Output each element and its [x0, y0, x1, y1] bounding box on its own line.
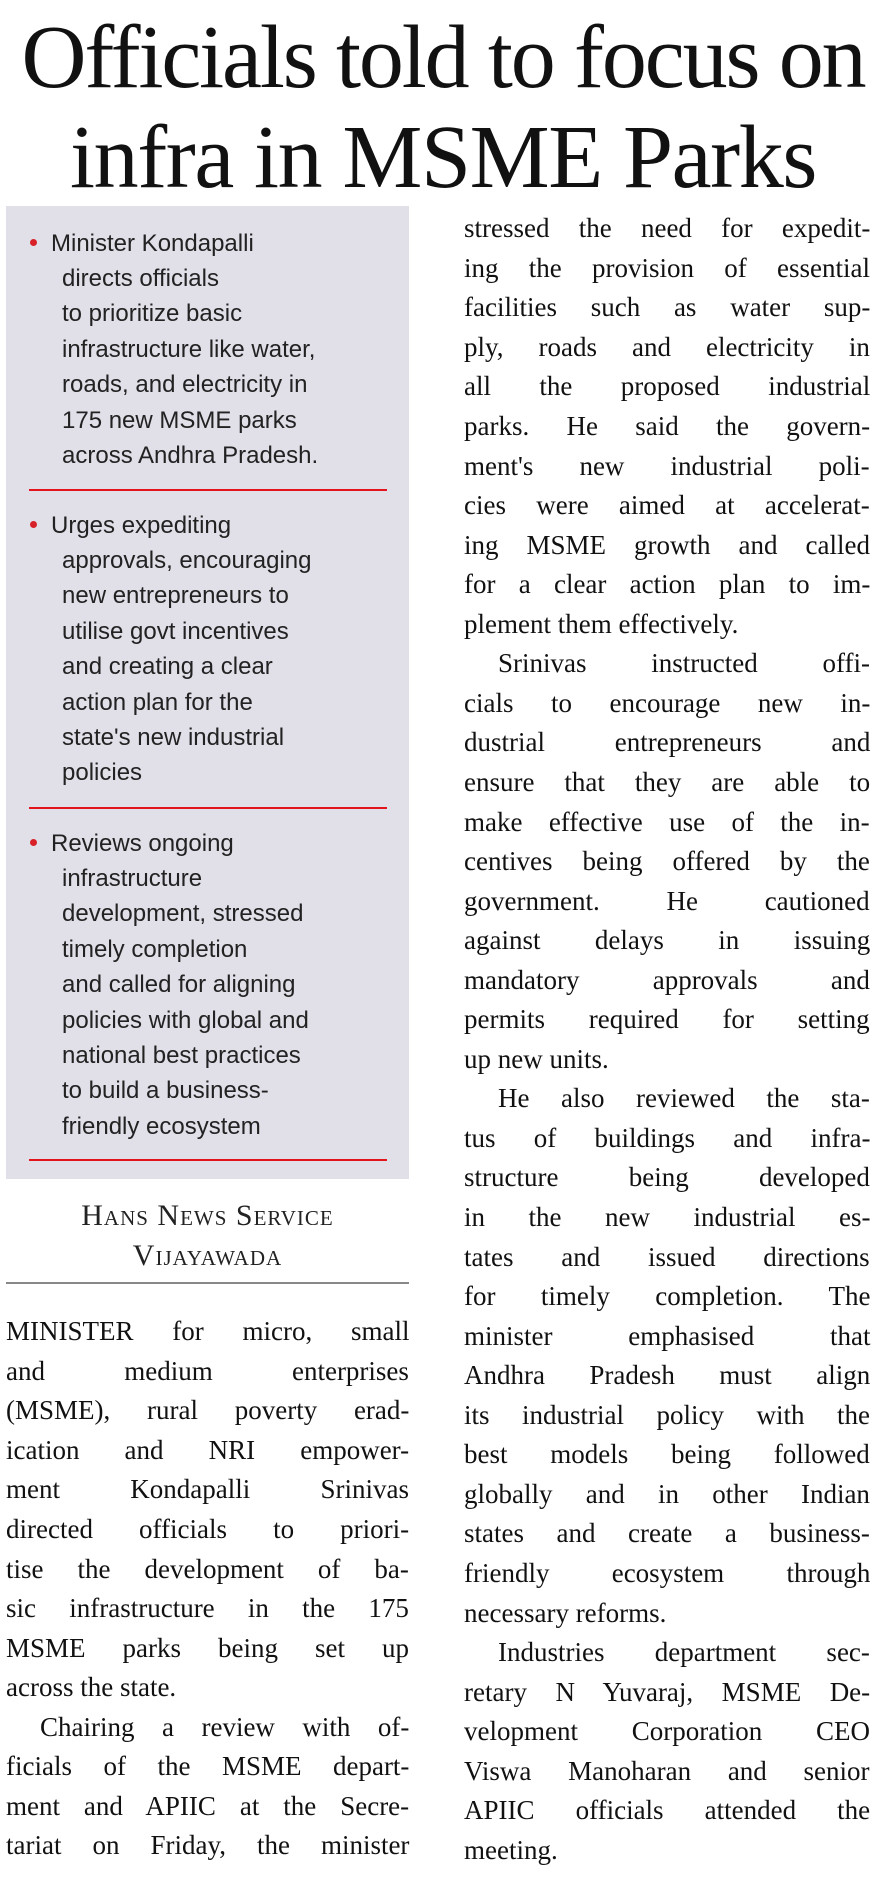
byline-agency: Hans News Service [81, 1199, 334, 1232]
body-line: stressed the need for expedit- [464, 213, 871, 244]
body-line: ment Kondapalli Srinivas [6, 1474, 409, 1505]
body-line: ment's new industrial poli- [464, 450, 870, 481]
body-line: ing MSME growth and called [464, 529, 870, 560]
body-line: velopment Corporation CEO [464, 1716, 870, 1747]
body-line: best models being followed [464, 1439, 870, 1470]
highlight-line: action plan for the [62, 688, 253, 716]
body-line: dustrial entrepreneurs and [464, 727, 871, 758]
body-line: friendly ecosystem through [464, 1557, 871, 1588]
body-line: Viswa Manoharan and senior [464, 1755, 870, 1786]
bullet-icon [30, 521, 37, 528]
highlight-line: Minister Kondapalli [51, 229, 254, 257]
body-line: in the new industrial es- [464, 1202, 871, 1232]
body-line: ment and APIIC at the Secre- [6, 1790, 410, 1821]
body-line: mandatory approvals and [464, 964, 870, 995]
highlight-line: Urges expediting [51, 511, 232, 539]
highlight-line: utilise govt incentives [62, 617, 289, 645]
highlight-line: timely completion [62, 935, 248, 963]
highlight-line: directs officials [62, 264, 219, 292]
byline-divider [6, 1282, 409, 1284]
body-line: retary N Yuvaraj, MSME De- [464, 1676, 871, 1707]
highlight-line: national best practices [62, 1041, 301, 1069]
body-line: parks. He said the govern- [464, 411, 871, 441]
body-line: Andhra Pradesh must align [464, 1360, 871, 1391]
body-line: meeting. [464, 1834, 558, 1865]
highlight-line: development, stressed [62, 900, 304, 928]
highlight-line: state's new industrial [62, 723, 285, 751]
body-line: tariat on Friday, the minister [6, 1830, 410, 1861]
body-line: government. He cautioned [464, 885, 870, 916]
highlight-line: to prioritize basic [62, 300, 243, 328]
body-line: Chairing a review with of- [40, 1711, 410, 1742]
highlight-line: to build a business- [62, 1077, 269, 1105]
body-line: cies were aimed at accelerat- [464, 490, 870, 521]
body-line: necessary reforms. [464, 1597, 667, 1628]
bullet-icon [30, 839, 37, 846]
highlight-line: 175 new MSME parks [62, 406, 297, 434]
byline-place: Vijayawada [132, 1239, 283, 1272]
highlight-line: Reviews ongoing [51, 829, 234, 857]
highlight-divider [29, 489, 387, 491]
body-line: across the state. [6, 1672, 177, 1703]
headline-line-1: Officials told to focus on [0, 8, 886, 108]
body-line: tates and issued directions [464, 1241, 870, 1272]
highlights-box: Minister Kondapalli directs officials to p… [6, 206, 409, 1179]
body-line: states and create a business- [464, 1518, 870, 1549]
bullet-icon [30, 239, 37, 246]
body-line: centives being offered by the [464, 846, 870, 877]
highlight-line: approvals, encouraging [62, 546, 312, 574]
body-line: up new units. [464, 1043, 609, 1074]
body-line: against delays in issuing [464, 925, 871, 956]
highlight-divider [29, 1159, 387, 1161]
highlight-line: infrastructure like water, [62, 335, 316, 363]
highlight-line: across Andhra Pradesh. [62, 441, 319, 469]
body-line: for a clear action plan to im- [464, 569, 871, 600]
highlight-line: roads, and electricity in [62, 371, 308, 399]
body-line: ply, roads and electricity in [464, 331, 870, 362]
body-line: plement them effectively. [464, 608, 739, 639]
body-line: structure being developed [464, 1162, 870, 1193]
highlight-line: policies with global and [62, 1006, 309, 1034]
body-line: globally and in other Indian [464, 1478, 870, 1509]
body-line: directed officials to priori- [6, 1514, 410, 1544]
body-line: its industrial policy with the [464, 1399, 870, 1430]
body-line: minister emphasised that [464, 1320, 871, 1351]
highlight-line: new entrepreneurs to [62, 582, 289, 610]
highlight-line: policies [62, 759, 143, 787]
highlight-line: and creating a clear [62, 653, 273, 681]
body-line: (MSME), rural poverty erad- [6, 1395, 410, 1426]
body-line: all the proposed industrial [464, 371, 871, 402]
headline-line-2: infra in MSME Parks [0, 108, 886, 208]
highlight-line: friendly ecosystem [62, 1112, 261, 1140]
body-line: MINISTER for micro, small [6, 1316, 410, 1347]
body-line: tise the development of ba- [6, 1553, 409, 1584]
headline-text-2: infra in MSME Parks [70, 108, 817, 207]
body-line: facilities such as water sup- [464, 292, 871, 323]
body-line: Srinivas instructed offi- [498, 648, 870, 679]
body-line: ficials of the MSME depart- [6, 1751, 410, 1782]
body-line: cials to encourage new in- [464, 687, 871, 718]
highlight-line: infrastructure [62, 864, 203, 892]
body-line: tus of buildings and infra- [464, 1122, 871, 1153]
body-line: permits required for setting [464, 1004, 870, 1035]
highlight-divider [29, 807, 387, 809]
headline-text-1: Officials told to focus on [21, 8, 867, 107]
body-line: sic infrastructure in the 175 [6, 1593, 409, 1624]
body-line: He also reviewed the sta- [498, 1083, 870, 1114]
body-line: APIIC officials attended the [464, 1795, 871, 1826]
highlight-line: and called for aligning [62, 971, 296, 999]
body-line: and medium enterprises [6, 1355, 409, 1386]
body-line: MSME parks being set up [6, 1632, 409, 1663]
body-line: ication and NRI empower- [6, 1434, 410, 1465]
body-line: Industries department sec- [498, 1637, 870, 1668]
body-line: ing the provision of essential [464, 252, 870, 283]
body-line: for timely completion. The [464, 1281, 871, 1312]
body-line: ensure that they are able to [464, 766, 871, 797]
body-line: make effective use of the in- [464, 806, 870, 837]
